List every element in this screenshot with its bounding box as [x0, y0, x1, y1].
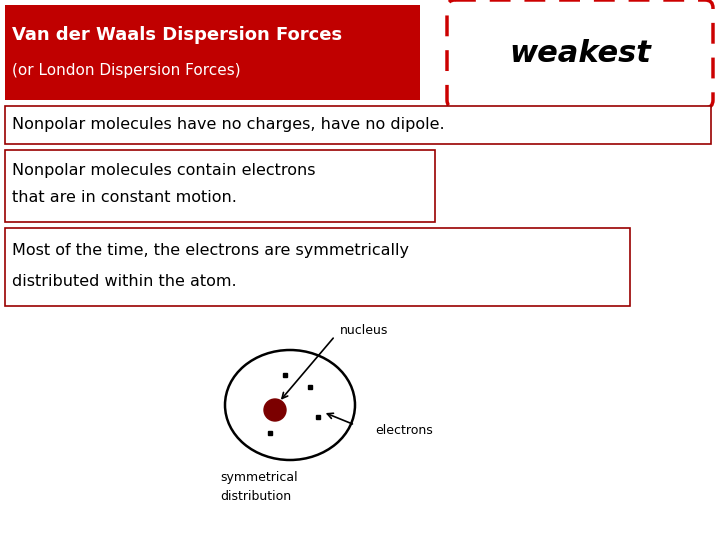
Text: that are in constant motion.: that are in constant motion.	[12, 191, 237, 206]
Text: Nonpolar molecules contain electrons: Nonpolar molecules contain electrons	[12, 163, 315, 178]
Text: nucleus: nucleus	[340, 323, 388, 336]
FancyBboxPatch shape	[5, 150, 435, 222]
Text: distributed within the atom.: distributed within the atom.	[12, 274, 237, 289]
FancyBboxPatch shape	[447, 0, 713, 108]
Text: (or London Dispersion Forces): (or London Dispersion Forces)	[12, 63, 240, 78]
Text: Van der Waals Dispersion Forces: Van der Waals Dispersion Forces	[12, 26, 342, 44]
Ellipse shape	[225, 350, 355, 460]
Text: electrons: electrons	[375, 423, 433, 436]
Text: symmetrical
distribution: symmetrical distribution	[220, 471, 297, 503]
Text: Nonpolar molecules have no charges, have no dipole.: Nonpolar molecules have no charges, have…	[12, 118, 445, 132]
FancyBboxPatch shape	[5, 5, 420, 100]
FancyBboxPatch shape	[5, 106, 711, 144]
FancyBboxPatch shape	[5, 228, 630, 306]
Circle shape	[264, 399, 286, 421]
Text: weakest: weakest	[509, 39, 651, 69]
Text: Most of the time, the electrons are symmetrically: Most of the time, the electrons are symm…	[12, 244, 409, 259]
